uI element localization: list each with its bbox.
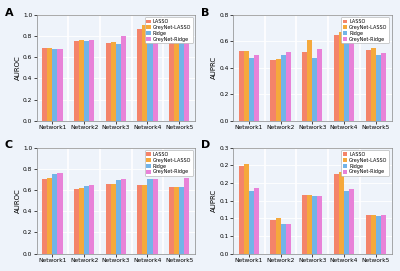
Bar: [137, 185, 142, 253]
Bar: [79, 40, 84, 121]
Bar: [276, 59, 281, 121]
Bar: [366, 215, 371, 253]
Bar: [142, 25, 148, 121]
Bar: [179, 30, 184, 121]
Bar: [239, 51, 244, 121]
Bar: [84, 186, 89, 253]
Bar: [148, 179, 152, 253]
Bar: [270, 60, 276, 121]
Y-axis label: AUROC: AUROC: [15, 188, 21, 213]
Bar: [137, 29, 142, 121]
Bar: [179, 187, 184, 253]
Bar: [307, 40, 312, 121]
Bar: [111, 42, 116, 121]
Bar: [152, 179, 158, 253]
Bar: [84, 41, 89, 121]
Bar: [302, 52, 307, 121]
Bar: [339, 32, 344, 121]
Bar: [349, 33, 354, 121]
Bar: [249, 191, 254, 253]
Bar: [58, 173, 62, 253]
Bar: [47, 48, 52, 121]
Bar: [381, 215, 386, 253]
Bar: [174, 187, 179, 253]
Bar: [244, 164, 249, 253]
Bar: [184, 30, 189, 121]
Bar: [276, 218, 281, 253]
Bar: [142, 185, 148, 253]
Y-axis label: AUROC: AUROC: [15, 56, 21, 80]
Bar: [169, 187, 174, 253]
Bar: [376, 55, 381, 121]
Bar: [334, 174, 339, 253]
Bar: [312, 196, 317, 253]
Bar: [239, 166, 244, 253]
Bar: [89, 40, 94, 121]
Bar: [244, 51, 249, 121]
Bar: [152, 27, 158, 121]
Bar: [366, 50, 371, 121]
Bar: [281, 55, 286, 121]
Bar: [254, 55, 259, 121]
Bar: [317, 196, 322, 253]
Y-axis label: AUPRC: AUPRC: [212, 189, 218, 212]
Bar: [121, 179, 126, 253]
Text: A: A: [5, 8, 14, 18]
Bar: [42, 48, 47, 121]
Bar: [106, 43, 111, 121]
Bar: [74, 189, 79, 253]
Bar: [286, 224, 291, 253]
Bar: [254, 188, 259, 253]
Bar: [317, 49, 322, 121]
Bar: [148, 34, 152, 121]
Bar: [286, 52, 291, 121]
Bar: [270, 220, 276, 253]
Bar: [249, 58, 254, 121]
Bar: [334, 35, 339, 121]
Bar: [376, 216, 381, 253]
Legend: LASSO, GreyNet-LASSO, Ridge, GreyNet-Ridge: LASSO, GreyNet-LASSO, Ridge, GreyNet-Rid…: [341, 150, 389, 176]
Bar: [106, 184, 111, 253]
Bar: [307, 195, 312, 253]
Bar: [116, 180, 121, 253]
Bar: [79, 188, 84, 253]
Bar: [344, 36, 349, 121]
Legend: LASSO, GreyNet-LASSO, Ridge, GreyNet-Ridge: LASSO, GreyNet-LASSO, Ridge, GreyNet-Rid…: [341, 17, 389, 43]
Text: B: B: [201, 8, 210, 18]
Legend: LASSO, GreyNet-LASSO, Ridge, GreyNet-Ridge: LASSO, GreyNet-LASSO, Ridge, GreyNet-Rid…: [145, 17, 193, 43]
Bar: [371, 48, 376, 121]
Bar: [312, 58, 317, 121]
Text: D: D: [201, 140, 210, 150]
Bar: [74, 41, 79, 121]
Bar: [281, 224, 286, 253]
Bar: [169, 32, 174, 121]
Bar: [52, 174, 58, 253]
Bar: [371, 215, 376, 253]
Bar: [174, 31, 179, 121]
Bar: [344, 191, 349, 253]
Bar: [184, 178, 189, 253]
Bar: [381, 53, 386, 121]
Bar: [42, 179, 47, 253]
Bar: [116, 44, 121, 121]
Bar: [58, 49, 62, 121]
Bar: [111, 184, 116, 253]
Bar: [52, 49, 58, 121]
Bar: [339, 172, 344, 253]
Bar: [89, 185, 94, 253]
Bar: [349, 189, 354, 253]
Bar: [302, 195, 307, 253]
Bar: [121, 36, 126, 121]
Legend: LASSO, GreyNet-LASSO, Ridge, GreyNet-Ridge: LASSO, GreyNet-LASSO, Ridge, GreyNet-Rid…: [145, 150, 193, 176]
Y-axis label: AUPRC: AUPRC: [212, 56, 218, 79]
Bar: [47, 178, 52, 253]
Text: C: C: [5, 140, 13, 150]
